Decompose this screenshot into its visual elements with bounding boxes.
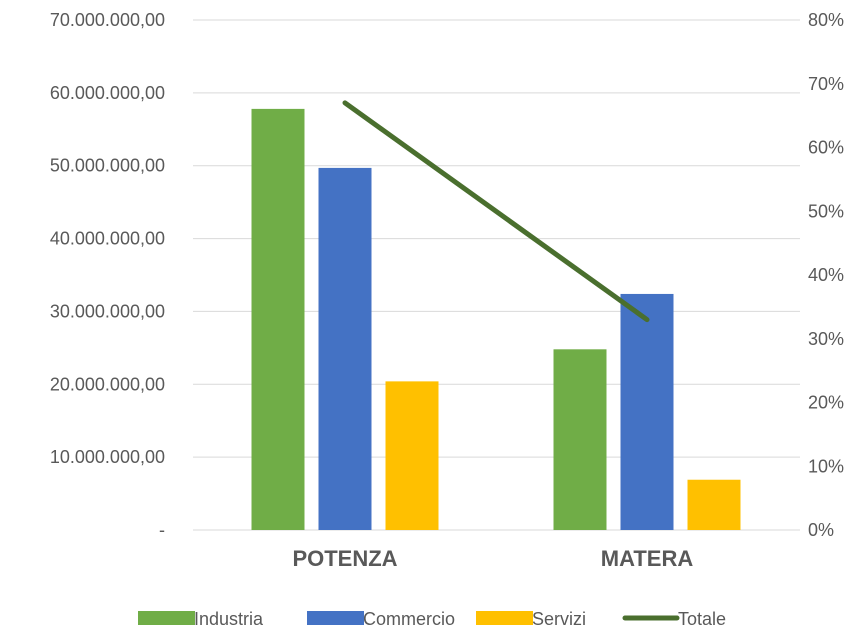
right-axis-tick-label: 40% — [808, 265, 844, 285]
legend-label: Commercio — [363, 609, 455, 629]
bar-commercio-matera — [620, 293, 674, 530]
left-axis-tick-label: 10.000.000,00 — [50, 447, 165, 467]
bar-servizi-matera — [687, 479, 741, 530]
left-axis-tick-label: 40.000.000,00 — [50, 229, 165, 249]
right-axis-tick-label: 30% — [808, 329, 844, 349]
bar-servizi-potenza — [385, 381, 439, 530]
line-totale — [342, 100, 650, 323]
legend-label: Servizi — [532, 609, 586, 629]
right-axis-tick-label: 10% — [808, 456, 844, 476]
right-axis-tick-label: 80% — [808, 10, 844, 30]
legend-swatch-commercio — [307, 611, 364, 625]
category-labels: POTENZA MATERA — [292, 546, 693, 571]
right-axis-tick-label: 20% — [808, 393, 844, 413]
bar-commercio-potenza — [318, 167, 372, 530]
left-axis-tick-label: 20.000.000,00 — [50, 374, 165, 394]
bars — [251, 108, 741, 530]
left-axis-tick-label: 30.000.000,00 — [50, 301, 165, 321]
right-axis-tick-label: 60% — [808, 138, 844, 158]
legend-swatch-servizi — [476, 611, 533, 625]
right-axis-labels: 0% 10% 20% 30% 40% 50% 60% 70% 80% — [808, 10, 844, 540]
right-axis-tick-label: 0% — [808, 520, 834, 540]
legend: Industria Commercio Servizi Totale — [138, 609, 726, 629]
right-axis-tick-label: 50% — [808, 201, 844, 221]
bar-industria-potenza — [251, 108, 305, 530]
left-axis-tick-label: 60.000.000,00 — [50, 83, 165, 103]
left-axis-tick-label: 50.000.000,00 — [50, 156, 165, 176]
legend-label: Totale — [678, 609, 726, 629]
left-axis-tick-label: 70.000.000,00 — [50, 10, 165, 30]
category-label: MATERA — [601, 546, 694, 571]
right-axis-tick-label: 70% — [808, 74, 844, 94]
legend-label: Industria — [194, 609, 264, 629]
left-axis-tick-label: - — [159, 520, 165, 540]
category-label: POTENZA — [292, 546, 397, 571]
legend-swatch-industria — [138, 611, 195, 625]
left-axis-labels: - 10.000.000,00 20.000.000,00 30.000.000,00… — [50, 10, 165, 540]
total-line — [342, 100, 650, 323]
bar-industria-matera — [553, 349, 607, 530]
